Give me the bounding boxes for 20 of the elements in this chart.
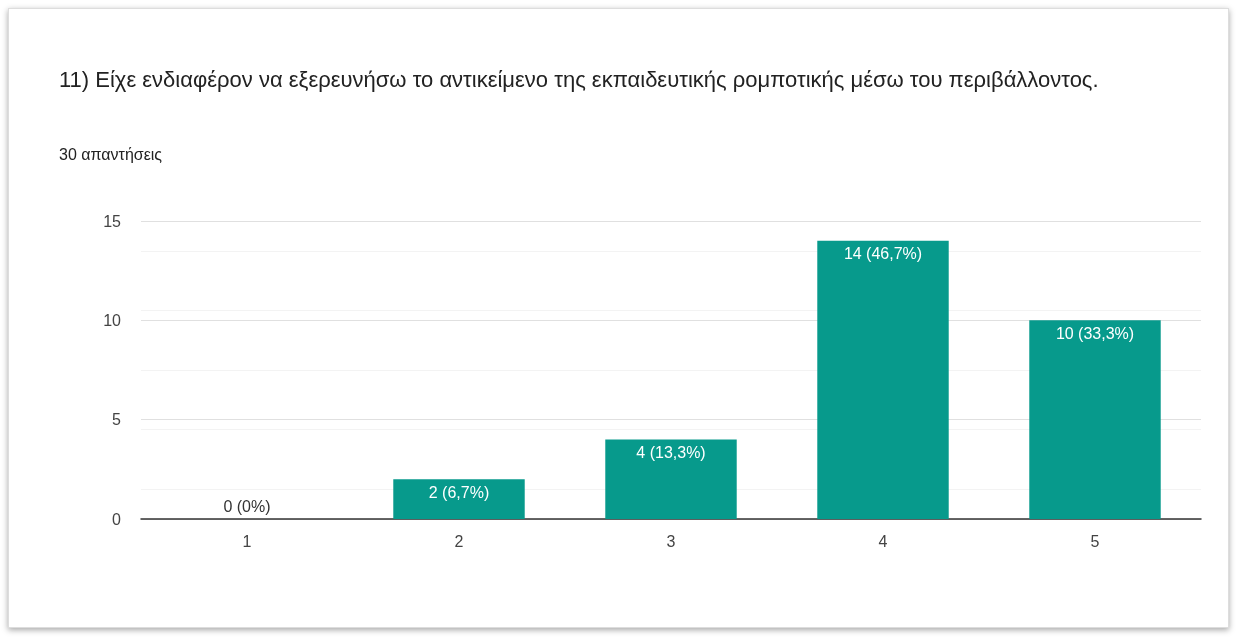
x-tick-label: 5 — [1090, 532, 1100, 550]
chart-title: 11) Είχε ενδιαφέρον να εξερευνήσω το αντικείμενο της εκπαιδευτικής ρομποτικής μέσω του περιβάλλοντος. — [59, 66, 1100, 94]
y-tick-label: 15 — [103, 212, 122, 230]
bar — [393, 479, 525, 519]
x-tick-label: 1 — [242, 532, 252, 550]
data-label: 14 (46,7%) — [843, 245, 923, 263]
x-tick-label: 3 — [666, 532, 676, 550]
data-label: 0 (0%) — [223, 497, 271, 515]
chart-subtitle: 30 απαντήσεις — [59, 146, 163, 164]
x-tick-label: 2 — [454, 532, 464, 550]
bar — [605, 439, 737, 519]
bar — [817, 240, 949, 519]
y-tick-label: 10 — [103, 311, 122, 329]
y-tick-label: 5 — [112, 411, 122, 429]
bar — [1029, 320, 1161, 519]
data-label: 10 (33,3%) — [1055, 324, 1135, 342]
data-label: 2 (6,7%) — [428, 483, 490, 501]
x-tick-label: 4 — [878, 532, 888, 550]
y-tick-label: 0 — [112, 510, 122, 528]
data-label: 4 (13,3%) — [636, 444, 706, 462]
